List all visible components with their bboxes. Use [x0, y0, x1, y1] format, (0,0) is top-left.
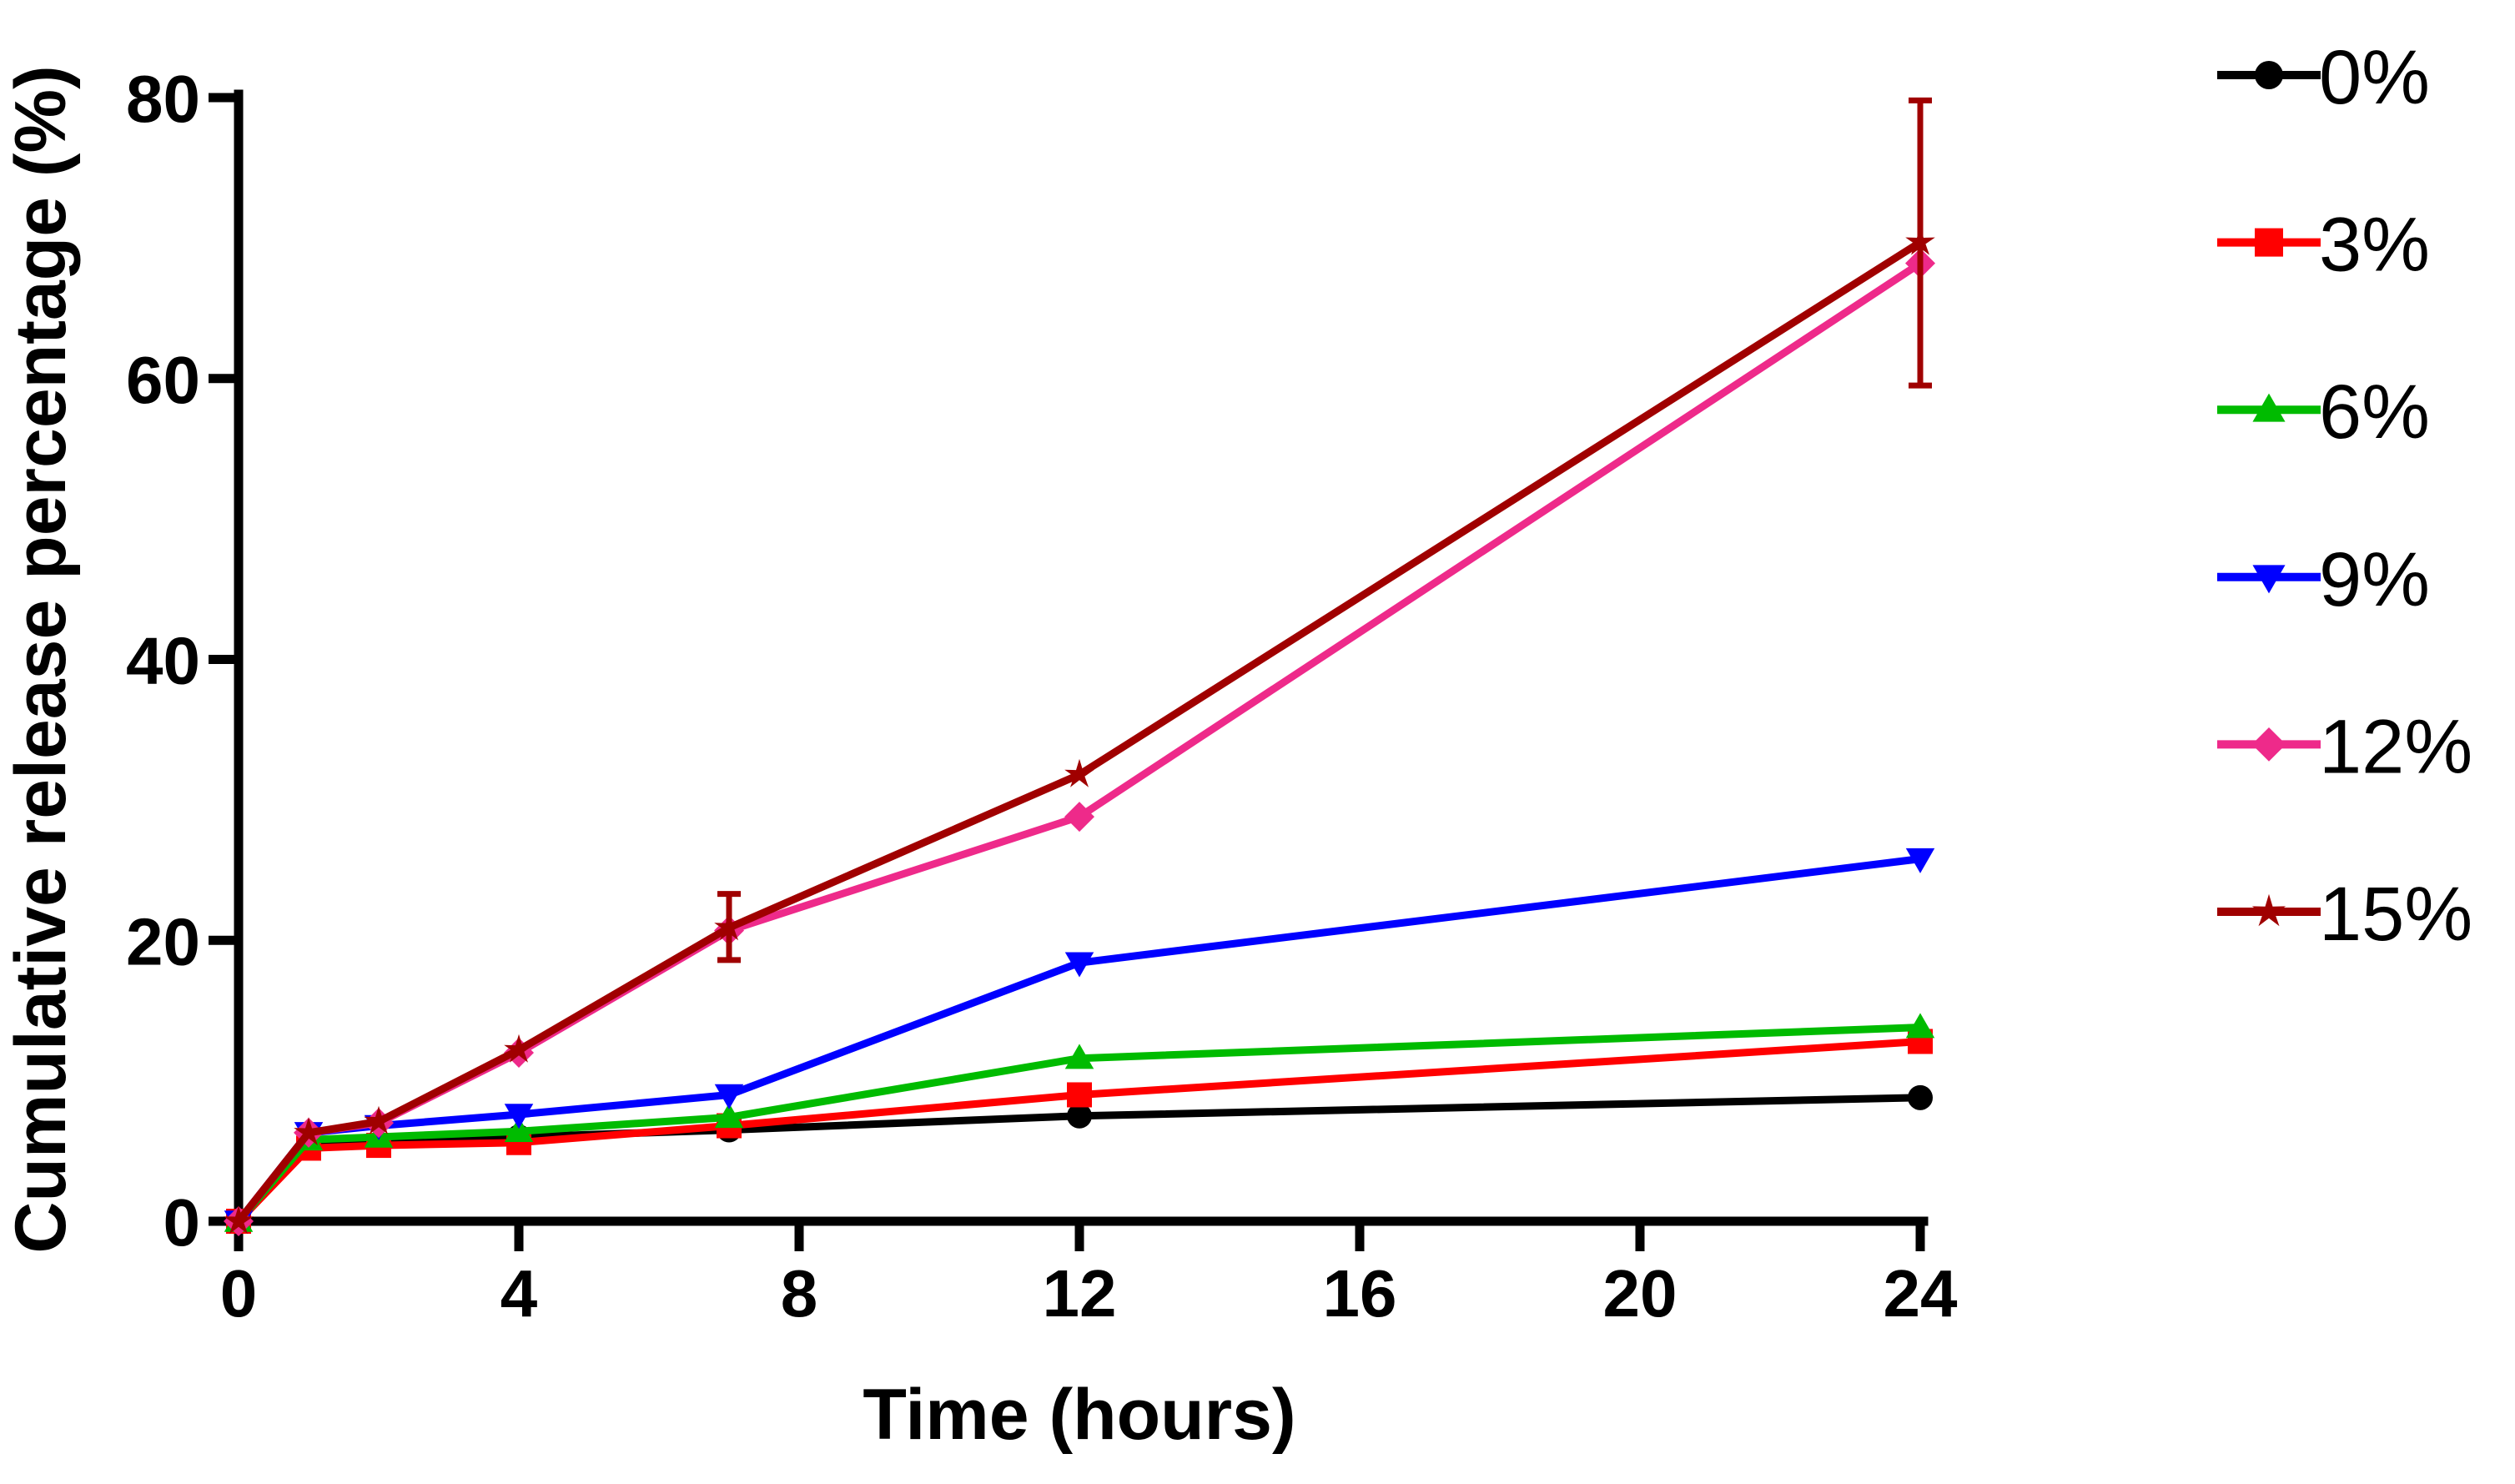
data-point [2252, 565, 2286, 594]
data-point [294, 1117, 324, 1146]
data-point [1064, 952, 1094, 978]
x-tick-label: 24 [1884, 1256, 1958, 1331]
y-tick-label: 80 [126, 62, 200, 136]
data-point [1064, 758, 1094, 787]
x-tick-label: 0 [220, 1256, 258, 1331]
legend-item: 15% [2217, 872, 2472, 957]
x-tick-label: 20 [1603, 1256, 1678, 1331]
y-tick-label: 40 [126, 624, 200, 698]
legend-item: 9% [2217, 537, 2430, 622]
series-15pct [224, 97, 1935, 1235]
data-point [1064, 802, 1094, 833]
legend-item: 12% [2217, 704, 2472, 789]
series-line [235, 259, 1923, 1224]
x-tick-label: 12 [1043, 1256, 1117, 1331]
legend-label: 3% [2319, 203, 2430, 288]
data-point [714, 1103, 744, 1129]
data-point [1905, 1013, 1935, 1039]
x-tick-label: 4 [500, 1256, 538, 1331]
legend-label: 6% [2319, 370, 2430, 455]
data-point [504, 1116, 534, 1142]
data-point [1067, 1103, 1092, 1129]
series-layer [224, 97, 1935, 1236]
legend-item: 3% [2217, 203, 2430, 288]
data-point [504, 1034, 534, 1063]
data-point [364, 1105, 394, 1134]
x-tick-label: 16 [1323, 1256, 1397, 1331]
y-tick-label: 0 [163, 1185, 201, 1260]
legend-item: 0% [2217, 35, 2430, 120]
legend-item: 6% [2217, 370, 2430, 455]
data-point [714, 912, 744, 941]
data-point [2251, 727, 2286, 762]
data-point [224, 1205, 254, 1235]
series-9pct [224, 848, 1935, 1236]
data-point [714, 1084, 744, 1109]
data-point [504, 1104, 534, 1129]
x-axis-title: Time (hours) [863, 1375, 1295, 1455]
legend-label: 9% [2319, 537, 2430, 622]
y-axis-title: Cumulative release percentage (%) [1, 65, 81, 1253]
legend-label: 15% [2319, 872, 2472, 957]
series-0pct [226, 1084, 1933, 1234]
legend-label: 12% [2319, 704, 2472, 789]
data-point [1908, 1084, 1933, 1110]
legend-label: 0% [2319, 35, 2430, 120]
data-point [2251, 893, 2286, 927]
y-tick-label: 20 [126, 904, 200, 978]
data-point [2255, 228, 2283, 257]
data-point [1064, 1044, 1094, 1069]
y-tick-label: 60 [126, 343, 200, 417]
x-tick-label: 8 [781, 1256, 818, 1331]
data-point [1905, 226, 1935, 255]
data-point [1067, 1082, 1092, 1108]
axes: 0 20 40 60 80 0 4 8 12 16 20 24 [126, 62, 1958, 1331]
data-point [2252, 393, 2286, 422]
legend: 0% 3% 6% 9% 12% 15% [2217, 35, 2472, 957]
data-point [1905, 848, 1935, 873]
series-line [235, 239, 1923, 1224]
data-point [2255, 61, 2283, 89]
